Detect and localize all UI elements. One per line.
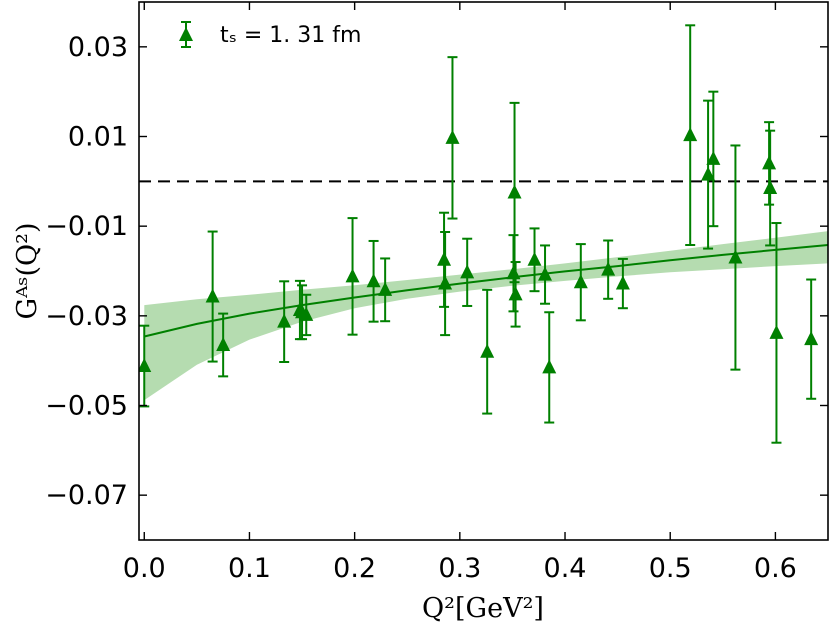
y-tick-label: −0.01 [45,211,128,242]
legend: tₛ = 1. 31 fm [179,21,361,48]
triangle-marker [345,268,360,283]
data-point [378,257,393,323]
triangle-marker [601,261,616,276]
triangle-marker [508,286,523,301]
triangle-marker [762,155,777,170]
data-point [445,56,460,220]
data-point [683,24,698,246]
data-point [728,144,743,371]
data-point [139,324,152,408]
triangle-marker [527,251,542,266]
triangle-marker [437,251,452,266]
confidence-band [144,231,828,401]
data-point [480,288,495,415]
data-point [601,239,616,300]
triangle-marker [683,127,698,142]
data-point [769,222,784,444]
data-point [507,101,522,284]
x-tick-label: 0.5 [649,553,692,584]
triangle-marker [139,358,152,373]
triangle-marker [507,184,522,199]
triangle-marker [804,331,819,346]
data-point [615,257,630,310]
data-point [205,230,220,363]
data-point [804,278,819,400]
data-point [542,311,557,424]
x-tick-label: 0.3 [438,553,481,584]
triangle-marker [701,166,716,181]
y-tick-label: −0.05 [45,391,128,422]
triangle-marker [728,249,743,264]
data-point [345,217,360,336]
triangle-marker [277,313,292,328]
data-point [701,99,716,250]
triangle-marker [763,180,778,195]
data-point [437,211,452,308]
fit-curve-layer [144,244,828,338]
confidence-band-layer [144,231,828,401]
x-tick-label: 0.4 [544,553,587,584]
triangle-marker [506,265,521,280]
data-point [277,280,292,364]
data-points-layer [139,24,819,444]
triangle-marker [216,336,231,351]
data-point [527,227,542,293]
y-tick-label: 0.01 [68,122,128,153]
triangle-marker [706,150,721,165]
triangle-marker [480,343,495,358]
triangle-marker [615,275,630,290]
y-axis-label: Gᴬˢ(Q²) [12,223,43,320]
data-point [573,243,588,322]
triangle-marker [538,266,553,281]
data-point [538,244,553,305]
legend-marker-triangle [179,27,193,41]
x-tick-label: 0.2 [333,553,376,584]
x-tick-label: 0.6 [754,553,797,584]
x-axis-ticks: 0.0 0.1 0.2 0.3 0.4 0.5 0.6 [123,2,797,584]
data-point [299,293,314,337]
fit-curve [144,244,828,338]
y-tick-label: 0.03 [68,32,128,63]
triangle-marker [438,275,453,290]
triangle-marker [769,324,784,339]
data-point [508,261,523,328]
triangle-marker [460,264,475,279]
triangle-marker [366,273,381,288]
triangle-marker [542,359,557,374]
triangle-marker [378,281,393,296]
y-tick-label: −0.03 [45,301,128,332]
triangle-marker [573,274,588,289]
data-point [438,230,453,337]
triangle-marker [299,306,314,321]
triangle-marker [445,129,460,144]
x-axis-label: Q²[GeV²] [422,593,544,624]
triangle-marker [205,288,220,303]
legend-label: tₛ = 1. 31 fm [220,23,361,48]
data-point [706,90,721,228]
data-point [460,237,475,307]
x-tick-label: 0.0 [123,553,166,584]
y-tick-label: −0.07 [45,480,128,511]
x-tick-label: 0.1 [228,553,271,584]
data-point [366,239,381,323]
plot-frame [138,1,829,541]
data-point [216,312,231,378]
y-axis-ticks: 0.03 0.01 −0.01 −0.03 −0.05 −0.07 [45,32,828,511]
data-point [763,129,778,247]
